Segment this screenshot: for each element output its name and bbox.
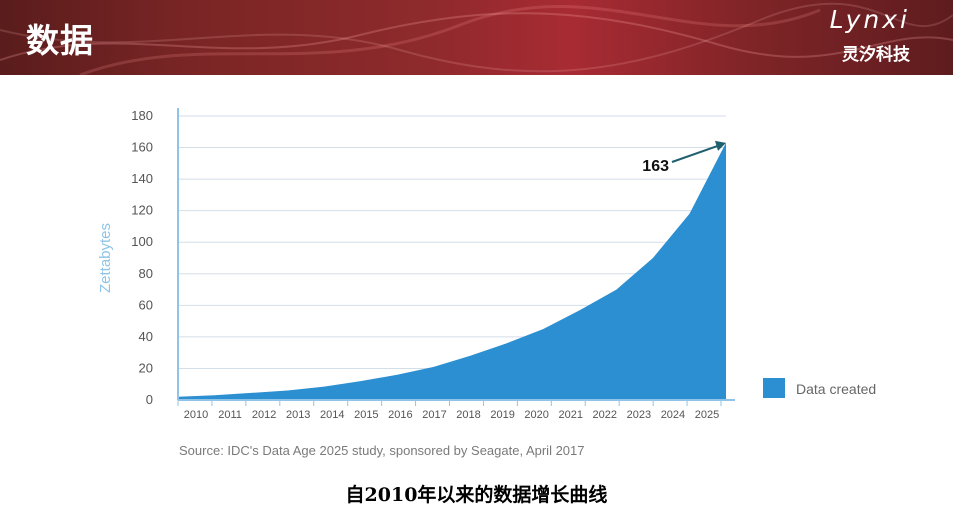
page-title: 数据 <box>26 21 94 60</box>
chart-caption: 自2010年以来的数据增长曲线 <box>345 484 608 506</box>
chart-axes <box>177 108 735 406</box>
x-tick-label: 2013 <box>286 409 310 421</box>
legend-swatch <box>763 378 785 398</box>
header-banner: 数据 Lynxi 灵汐科技 <box>0 0 953 75</box>
y-tick-label: 180 <box>131 108 153 123</box>
x-tick-label: 2017 <box>422 409 446 421</box>
x-tick-label: 2012 <box>252 409 276 421</box>
x-tick-label: 2010 <box>184 409 208 421</box>
series-area-data-created <box>178 142 726 401</box>
x-tick-label: 2020 <box>524 409 548 421</box>
y-tick-label: 0 <box>146 392 153 407</box>
x-tick-label: 2024 <box>661 409 685 421</box>
chart-area-layer <box>178 142 726 401</box>
y-tick-label: 120 <box>131 203 153 218</box>
y-tick-label: 100 <box>131 234 153 249</box>
banner-wave-pattern <box>0 2 953 75</box>
y-tick-label: 80 <box>139 266 153 281</box>
y-tick-label: 140 <box>131 171 153 186</box>
annotation-arrow-head-icon <box>715 140 726 151</box>
annotation-arrow-line <box>671 144 719 163</box>
legend-label: Data created <box>796 381 876 397</box>
y-tick-label: 60 <box>139 297 153 312</box>
chart-source-note: Source: IDC's Data Age 2025 study, spons… <box>179 443 585 458</box>
x-tick-label: 2023 <box>627 409 651 421</box>
company-logo-wordmark: Lynxi <box>829 5 910 34</box>
y-axis-label: Zettabytes <box>97 223 114 293</box>
x-tick-label: 2019 <box>490 409 514 421</box>
company-logo-subtitle: 灵汐科技 <box>842 45 910 65</box>
x-tick-label: 2025 <box>695 409 719 421</box>
y-tick-label: 160 <box>131 140 153 155</box>
chart-labels: 0 20 40 60 80 100 120 140 160 180 2010 2011 2012 2013… <box>97 108 876 458</box>
y-tick-label: 20 <box>139 360 153 375</box>
x-tick-label: 2014 <box>320 409 344 421</box>
x-tick-label: 2022 <box>593 409 617 421</box>
x-tick-label: 2021 <box>558 409 582 421</box>
x-tick-label: 2015 <box>354 409 378 421</box>
x-tick-label: 2016 <box>388 409 412 421</box>
x-tick-label: 2011 <box>218 409 242 421</box>
y-tick-label: 40 <box>139 329 153 344</box>
annotation-label: 163 <box>642 158 669 175</box>
x-tick-label: 2018 <box>456 409 480 421</box>
